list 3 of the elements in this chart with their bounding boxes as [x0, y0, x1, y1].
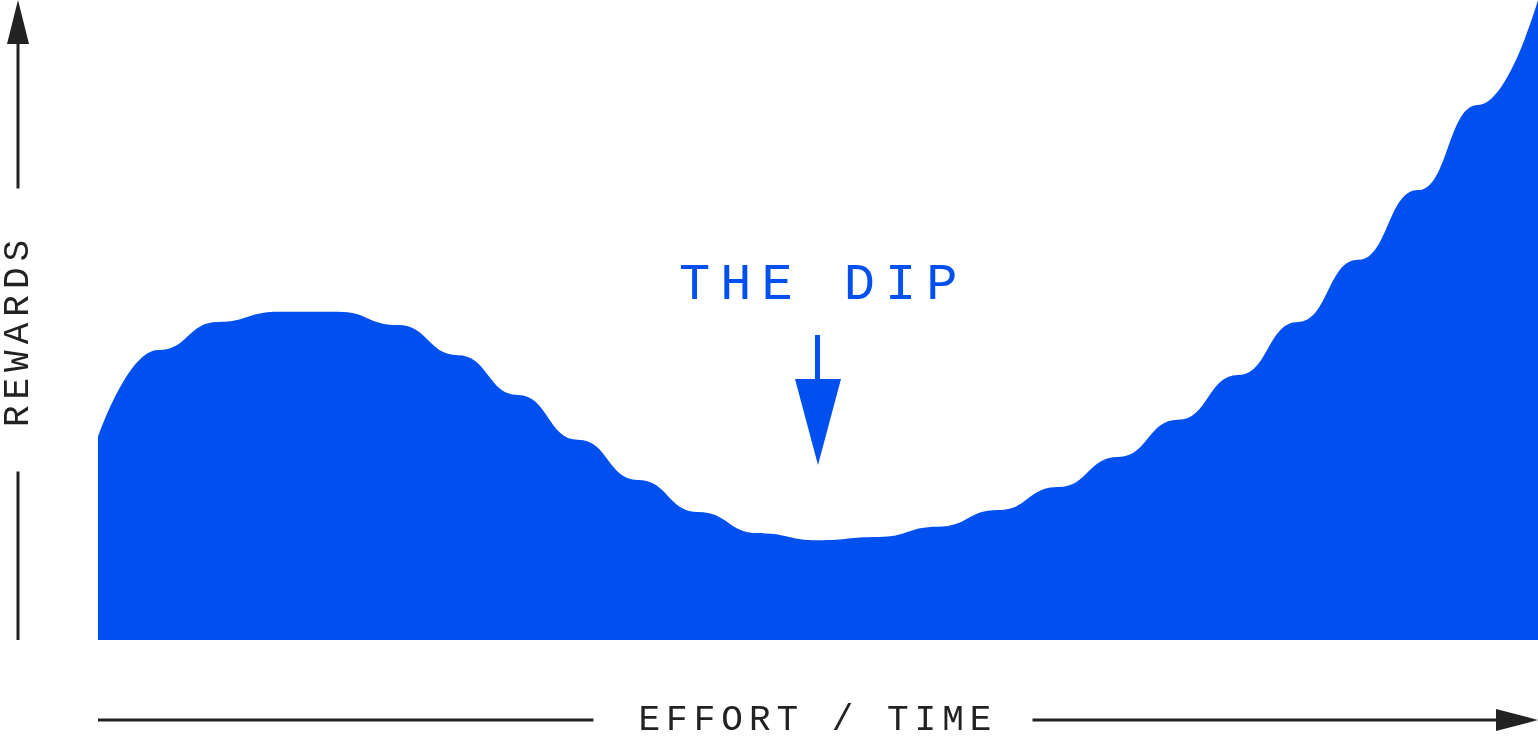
annotation: THE DIP: [679, 255, 968, 315]
x-axis-title: EFFORT / TIME: [638, 699, 998, 737]
y-axis-title: REWARDS: [0, 233, 39, 427]
